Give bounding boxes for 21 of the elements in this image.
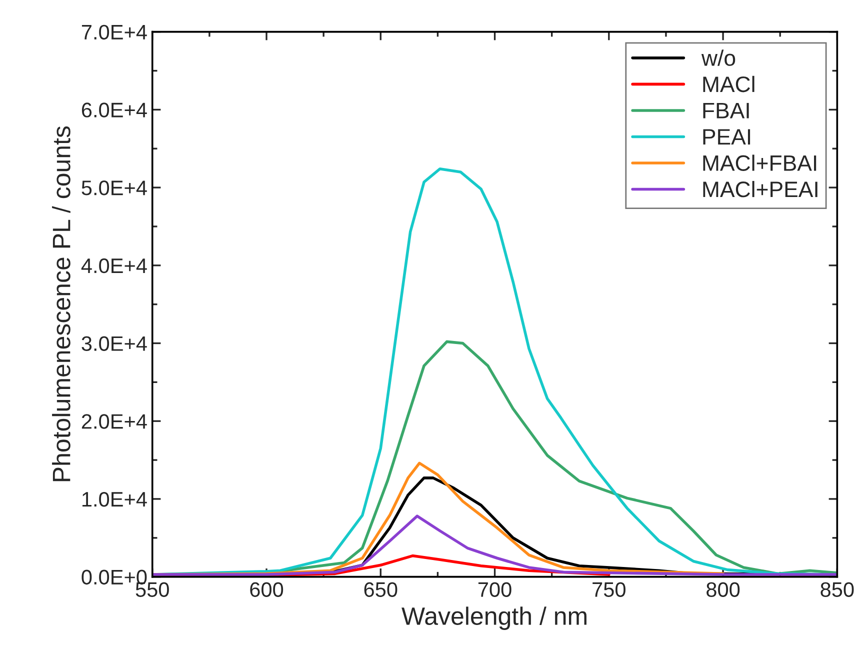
y-tick-label: 3.0E+4 [82,336,147,351]
x-tick-label: 750 [592,582,626,597]
y-tick-label: 4.0E+4 [81,258,147,274]
y-tick-label: 2.0E+4 [82,414,147,429]
legend-label: FBAI [703,102,749,118]
y-tick-label: 5.0E+4 [82,180,147,196]
y-axis-title: Photolumenescence PL / counts [52,126,70,482]
x-tick-label: 700 [478,582,512,597]
x-tick-label: 850 [820,582,854,597]
y-tick-label: 6.0E+4 [82,102,147,118]
legend-label: MACl+PEAI [703,180,818,198]
y-tick-label: 7.0E+4 [82,24,147,40]
legend-label: MACl+FBAI [703,154,816,172]
x-tick-label: 800 [706,582,740,597]
legend-label: w/o [701,50,736,66]
x-tick-label: 650 [364,582,398,597]
x-tick-label: 600 [250,582,284,597]
legend-label: MACl [703,76,754,92]
y-tick-label: 1.0E+4 [82,492,147,507]
x-axis-title: Wavelength / nm [402,606,586,630]
legend-label: PEAI [703,129,750,145]
